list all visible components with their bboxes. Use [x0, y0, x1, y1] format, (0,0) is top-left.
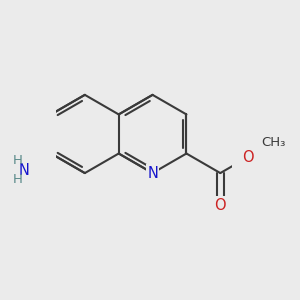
Text: H: H — [13, 173, 23, 186]
Text: N: N — [147, 166, 158, 181]
Text: O: O — [214, 198, 226, 213]
Text: O: O — [242, 149, 254, 164]
Text: CH₃: CH₃ — [261, 136, 286, 149]
Text: N: N — [18, 163, 29, 178]
Text: H: H — [13, 154, 23, 167]
